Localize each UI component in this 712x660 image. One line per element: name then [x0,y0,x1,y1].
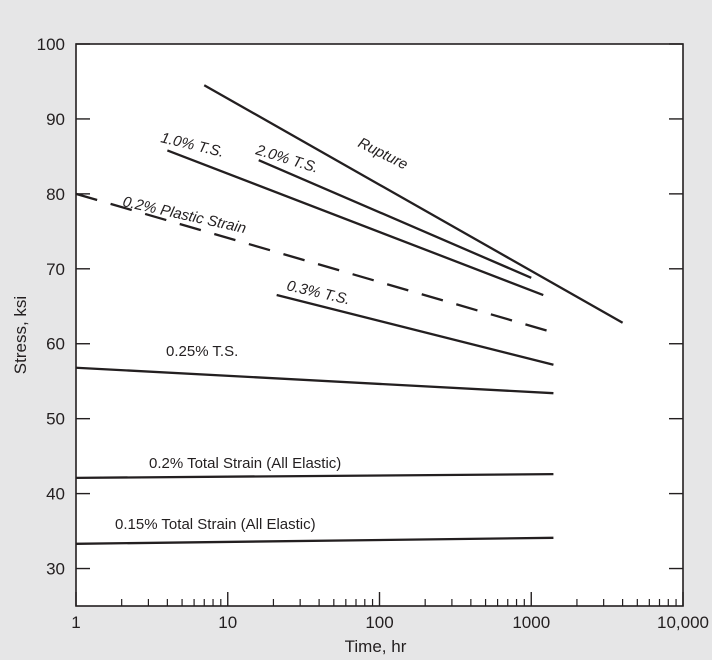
series-line [276,293,554,366]
series-label: 0.25% T.S. [166,343,238,360]
series-line [203,84,624,324]
plot-area [75,43,684,607]
x-tick-label: 1000 [512,613,550,632]
y-axis-title: Stress, ksi [11,296,30,374]
x-axis-title: Time, hr [345,637,407,655]
series-line [75,472,554,480]
series-line [75,192,554,334]
y-tick-label: 100 [37,35,65,54]
y-tick-label: 60 [46,335,65,354]
y-tick-label: 90 [46,110,65,129]
series-label: 0.2% Total Strain (All Elastic) [149,455,341,472]
series-label: 0.15% Total Strain (All Elastic) [115,516,316,533]
series-line [166,149,544,297]
x-tick-label: 10,000 [657,613,709,632]
x-tick-label: 1 [71,613,80,632]
y-tick-label: 40 [46,485,65,504]
series-line [75,366,554,395]
y-tick-label: 70 [46,260,65,279]
x-tick-label: 100 [365,613,393,632]
y-tick-label: 30 [46,560,65,579]
x-tick-label: 10 [218,613,237,632]
series-line [258,159,532,279]
y-tick-label: 50 [46,410,65,429]
y-tick-label: 80 [46,185,65,204]
series-line [75,536,554,545]
